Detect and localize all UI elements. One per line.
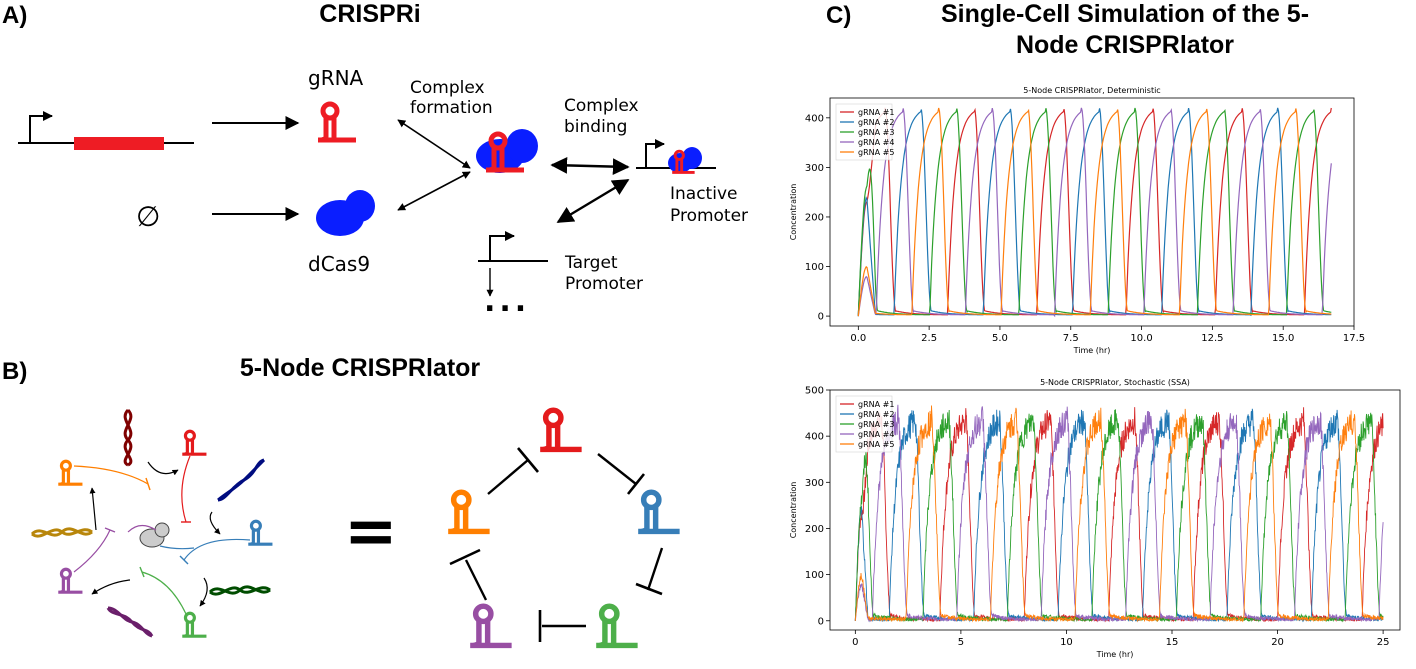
- deterministic-chart: 5-Node CRISPRlator, Deterministic 0.0 2.5 5…: [789, 86, 1365, 355]
- dna-helix-orange-icon: [30, 527, 93, 538]
- complex-binding-label-2: binding: [564, 117, 628, 137]
- series-line-3: [854, 409, 1384, 623]
- grna-label: gRNA: [308, 66, 364, 90]
- dcas9-protein-icon: [316, 190, 375, 236]
- inactive-promoter-icon: [636, 139, 716, 174]
- panel-c-title-line1: Single-Cell Simulation of the 5-: [940, 0, 1310, 28]
- y-tick-label: 0: [818, 312, 824, 323]
- target-binding-arrow: [556, 178, 630, 224]
- x-tick-label: 5.0: [992, 333, 1008, 344]
- inactive-promoter-label-2: Promoter: [670, 206, 749, 226]
- equals-sign: =: [344, 495, 398, 569]
- legend-label: gRNA #1: [858, 400, 894, 409]
- x-tick-label: 12.5: [1201, 333, 1223, 344]
- inactive-promoter-label-1: Inactive: [670, 184, 738, 204]
- x-tick-label: 2.5: [921, 333, 937, 344]
- series-line-2: [857, 107, 1332, 317]
- x-tick-label: 10.0: [1130, 333, 1152, 344]
- crisprlator-network-sketch: [30, 408, 275, 638]
- x-tick-label: 15: [1166, 637, 1179, 648]
- series-line-5: [857, 107, 1332, 317]
- x-tick-label: 0.0: [850, 333, 866, 344]
- null-symbol: ∅: [136, 200, 161, 233]
- x-tick-label: 10: [1060, 637, 1073, 648]
- dcas9-label: dCas9: [308, 252, 371, 276]
- y-tick-label: 300: [805, 478, 824, 489]
- stochastic-chart: 5-Node CRISPRlator, Stochastic (SSA) 0 5 10…: [789, 378, 1401, 659]
- x-tick-label: 17.5: [1343, 333, 1365, 344]
- panel-b-title: 5-Node CRISPRlator: [239, 354, 481, 382]
- dna-helix-blue-icon: [217, 458, 266, 502]
- target-promoter-label-1: Target: [565, 253, 618, 273]
- legend-label: gRNA #3: [858, 420, 894, 429]
- dna-helix-purple-icon: [106, 606, 154, 638]
- x-tick-label: 25: [1377, 637, 1390, 648]
- y-tick-label: 100: [805, 570, 824, 581]
- series-line-5: [854, 405, 1384, 623]
- x-axis-label: Time (hr): [1073, 346, 1111, 355]
- series-line-4: [854, 404, 1384, 623]
- x-tick-label: 7.5: [1063, 333, 1079, 344]
- chart-title: 5-Node CRISPRlator, Stochastic (SSA): [1040, 378, 1190, 387]
- legend-label: gRNA #4: [858, 138, 894, 147]
- panel-a-label: A): [2, 2, 28, 29]
- series-line-3: [857, 107, 1332, 317]
- complex-arrow-dcas9: [397, 171, 471, 211]
- crisprlator-pentagon: [448, 410, 679, 645]
- y-tick-label: 200: [805, 212, 824, 223]
- legend-label: gRNA #3: [858, 128, 894, 137]
- chart-title: 5-Node CRISPRlator, Deterministic: [1023, 86, 1160, 95]
- x-tick-label: 20: [1271, 637, 1284, 648]
- y-tick-label: 500: [805, 386, 824, 397]
- y-tick-label: 200: [805, 524, 824, 535]
- x-tick-label: 5: [958, 637, 964, 648]
- panel-b-label: B): [2, 358, 28, 385]
- dna-helix-green-icon: [208, 585, 271, 596]
- complex-formation-label-2: formation: [410, 98, 493, 118]
- panel-a-title: CRISPRi: [319, 0, 421, 28]
- y-tick-label: 300: [805, 163, 824, 174]
- dna-helix-red-icon: [123, 408, 133, 467]
- y-tick-label: 400: [805, 113, 824, 124]
- complex-binding-label-1: Complex: [564, 96, 639, 116]
- complex-binding-arrow: [550, 157, 630, 175]
- panel-c-label: C): [826, 2, 852, 29]
- panel-c-title-line2: Node CRISPRlator: [1015, 31, 1235, 59]
- complex-arrow-grna: [397, 119, 471, 169]
- legend-label: gRNA #2: [858, 118, 894, 127]
- complex-formation-label-1: Complex: [410, 78, 485, 98]
- x-tick-label: 15.0: [1272, 333, 1294, 344]
- gene-construct: [18, 111, 194, 150]
- grna-dcas9-complex-icon: [476, 129, 538, 173]
- legend-label: gRNA #5: [858, 148, 894, 157]
- legend-label: gRNA #1: [858, 108, 894, 117]
- series-line-1: [857, 107, 1332, 317]
- series-line-1: [854, 407, 1384, 623]
- legend-label: gRNA #5: [858, 440, 894, 449]
- grna-hairpin-icon: [318, 104, 356, 140]
- y-axis-label: Concentration: [789, 184, 798, 241]
- plot-area: [829, 97, 1355, 327]
- target-promoter-icon: [478, 231, 548, 297]
- y-tick-label: 100: [805, 262, 824, 273]
- legend-label: gRNA #2: [858, 410, 894, 419]
- legend-label: gRNA #4: [858, 430, 894, 439]
- x-tick-label: 0: [852, 637, 858, 648]
- series-line-4: [857, 107, 1332, 318]
- x-axis-label: Time (hr): [1096, 650, 1134, 659]
- target-promoter-label-2: Promoter: [565, 274, 644, 294]
- y-tick-label: 400: [805, 432, 824, 443]
- y-tick-label: 0: [818, 616, 824, 627]
- y-axis-label: Concentration: [789, 482, 798, 539]
